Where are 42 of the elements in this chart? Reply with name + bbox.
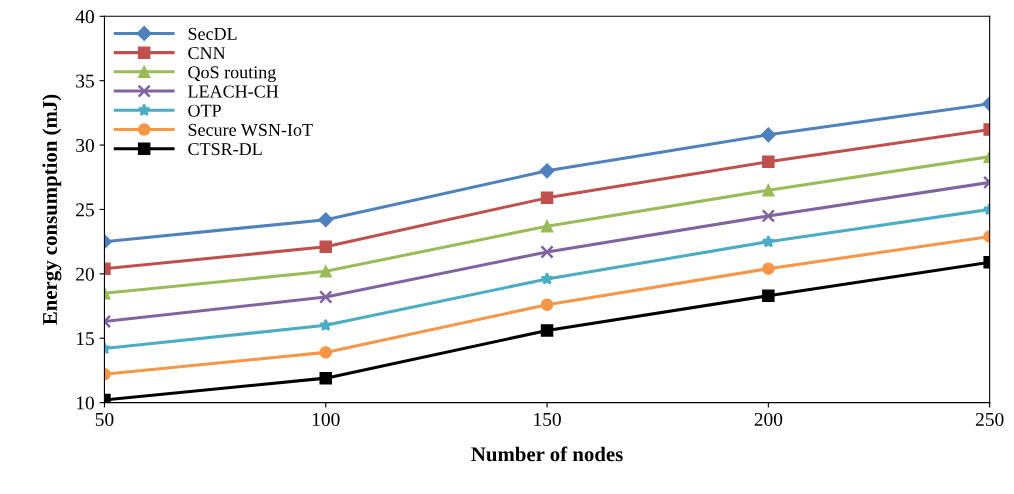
y-tick-label: 20 [76, 267, 94, 281]
point [762, 289, 775, 302]
y-tick-label: 30 [76, 138, 94, 153]
point [318, 212, 334, 228]
point [761, 234, 775, 248]
y-tick-label: 15 [76, 332, 94, 346]
point [540, 298, 554, 311]
legend-label: LEACH-CH [188, 85, 279, 98]
legend-label: CNN [188, 47, 226, 60]
x-tick-label: 200 [754, 412, 783, 427]
point [761, 209, 776, 223]
point [762, 262, 775, 275]
legend-label: SecDL [188, 27, 237, 40]
point [319, 318, 333, 332]
point [540, 219, 554, 233]
y-tick-label: 10 [76, 396, 94, 410]
point [762, 155, 775, 169]
y-axis-title: Energy consumption (mJ) [42, 94, 62, 325]
x-tick-label: 250 [975, 412, 1004, 427]
point [540, 324, 554, 337]
point [540, 191, 554, 205]
point [540, 245, 554, 259]
point [319, 265, 332, 278]
legend-label: QoS routing [188, 66, 276, 83]
legend-label: OTP [188, 104, 221, 117]
point [539, 163, 555, 179]
x-tick-label: 50 [95, 412, 114, 427]
point [760, 127, 776, 143]
point [762, 183, 775, 197]
y-tick-label: 25 [76, 203, 94, 217]
point [319, 371, 332, 385]
y-tick-label: 35 [76, 74, 94, 88]
x-tick-label: 150 [534, 412, 561, 427]
legend-label: CTSR-DL [188, 143, 262, 156]
point [540, 272, 554, 285]
point [318, 290, 333, 304]
x-tick-label: 100 [312, 412, 340, 427]
point [319, 346, 332, 359]
y-tick-label: 40 [75, 10, 94, 24]
x-axis-title: Number of nodes [471, 446, 623, 462]
legend-label: Secure WSN-IoT [188, 123, 313, 137]
point [319, 240, 332, 254]
